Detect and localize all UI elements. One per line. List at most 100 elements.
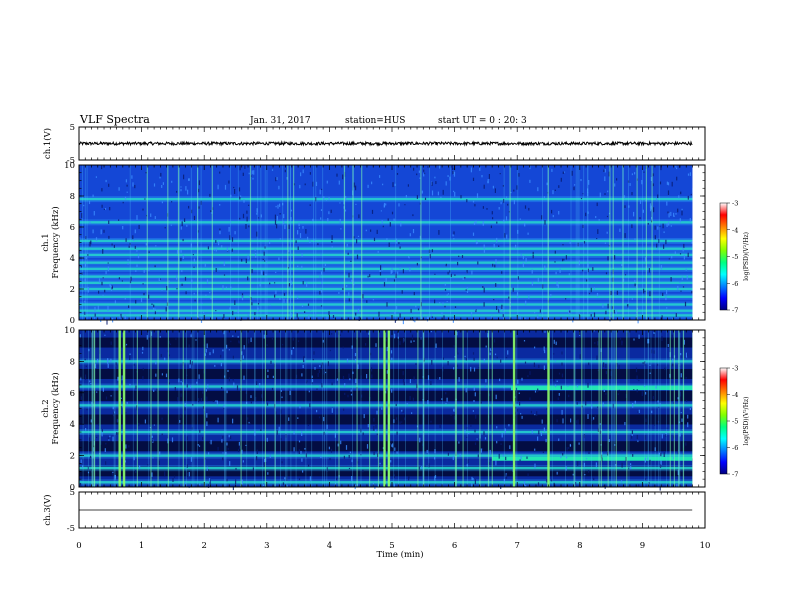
ch2-spectrogram-speckle xyxy=(367,424,369,428)
ch1-spectrogram-speckle xyxy=(103,208,105,211)
x-tick-label: 10 xyxy=(700,541,711,551)
ch1-spectrogram-speckle xyxy=(193,215,196,220)
ch2-spectrogram-speckle xyxy=(434,476,436,481)
ch2-spectrogram-speckle xyxy=(605,363,607,368)
ch1-spectrogram-speckle xyxy=(338,292,340,294)
ch1-spectrogram-band-0 xyxy=(79,314,693,317)
ch2-spectrogram-speckle xyxy=(653,333,655,337)
ch2-spectrogram-impulse xyxy=(598,330,600,487)
ch2-spectrogram-speckle xyxy=(498,453,500,459)
ch1-spectrogram-speckle xyxy=(682,286,685,288)
ch2-spectrogram-speckle xyxy=(521,377,523,381)
ch1-spectrogram-speckle xyxy=(519,315,521,321)
ch1-spectrogram-impulse xyxy=(628,165,629,320)
ch2-spectrogram-speckle xyxy=(196,381,198,384)
ch2-spectrogram-speckle xyxy=(365,343,367,346)
ch2-spectrogram-speckle xyxy=(561,351,563,355)
ch2-spectrogram-speckle xyxy=(334,433,336,438)
ch1-spectrogram-speckle xyxy=(257,302,260,305)
ch2-spectrogram-speckle xyxy=(90,383,92,385)
ch2-spectrogram-speckle xyxy=(371,367,373,372)
ch2-spectrogram-speckle xyxy=(314,367,316,370)
ch1-spectrogram-speckle xyxy=(184,218,186,222)
ch2-spectrogram-impulse xyxy=(678,330,680,487)
ch2-spectrogram-speckle xyxy=(658,406,660,409)
ch1-spectrogram-speckle xyxy=(379,269,381,273)
ch2-spectrogram-burst-0 xyxy=(118,330,121,487)
ch1-spectrogram-speckle xyxy=(524,317,526,319)
ch2-spectrogram-speckle xyxy=(125,343,128,346)
ch1-spectrogram-speckle xyxy=(130,276,132,281)
ch2-spectrogram-speckle xyxy=(115,366,117,370)
ch2-spectrogram-speckle xyxy=(612,403,614,409)
ch2-spectrogram-speckle xyxy=(180,393,182,397)
ch2-spectrogram-speckle xyxy=(426,449,428,453)
ch1-spectrogram-speckle xyxy=(278,185,280,190)
ch2-spectrogram-speckle xyxy=(220,354,222,358)
ch1-spectrogram-speckle xyxy=(534,312,536,314)
ch1-spectrogram-speckle xyxy=(159,176,161,179)
ch1-spectrogram-speckle xyxy=(119,315,121,319)
ch2-spectrogram-speckle xyxy=(615,464,617,467)
ch1-spectrogram-speckle xyxy=(94,313,96,317)
ch1-spectrogram-speckle xyxy=(503,219,505,223)
ch1-spectrogram-speckle xyxy=(557,284,559,289)
ch2-spectrogram-speckle xyxy=(98,423,100,426)
ch2-spectrogram-speckle xyxy=(80,376,82,381)
ch2-spectrogram-speckle xyxy=(348,455,350,459)
ch2-spectrogram-speckle xyxy=(120,393,122,397)
ch2-spectrogram-speckle xyxy=(439,424,441,428)
ch1-spectrogram-speckle xyxy=(503,198,505,203)
ch2-spectrogram-speckle xyxy=(342,375,345,380)
ch1-spectrogram-speckle xyxy=(382,225,384,228)
ch2-spectrogram-speckle xyxy=(583,462,585,467)
ch2-spectrogram-speckle xyxy=(350,389,352,392)
ch1-spectrogram-speckle xyxy=(508,296,510,299)
ch2-spectrogram-speckle xyxy=(452,455,454,461)
ch1-spectrogram-speckle xyxy=(348,272,350,278)
ch1-spectrogram-speckle xyxy=(439,302,441,304)
ch1-spectrogram-speckle xyxy=(109,283,111,287)
ch1-spectrogram-speckle xyxy=(558,185,560,188)
ch1-spectrogram-impulse xyxy=(266,165,268,320)
ch1-spectrogram-band-glow-8 xyxy=(79,259,693,266)
ch1-spectrogram-speckle xyxy=(642,209,644,213)
ch1-spectrogram-speckle xyxy=(656,197,658,201)
ch1-spectrogram-impulse xyxy=(651,165,653,320)
ch2-spectrogram-impulse xyxy=(150,330,152,487)
ch1-spectrogram-speckle xyxy=(389,315,391,318)
ch2-spectrogram-speckle xyxy=(649,459,651,465)
ch2-spectrogram-speckle xyxy=(403,381,405,386)
ch1-spectrogram-speckle xyxy=(488,174,490,179)
ch2-spectrogram-speckle xyxy=(556,419,558,423)
ch2-spectrogram-speckle xyxy=(105,442,107,445)
ch1-spectrogram-speckle xyxy=(82,248,84,250)
ch1-spectrogram-speckle xyxy=(483,184,485,189)
ch2-spectrogram-speckle xyxy=(631,435,633,439)
ch2-spectrogram-speckle xyxy=(208,452,210,455)
ch2-spectrogram-speckle xyxy=(457,352,459,355)
ch1-spectrogram-speckle xyxy=(85,257,87,260)
ch1-spectrogram-speckle xyxy=(370,229,372,232)
ch1-spectrogram-speckle xyxy=(679,281,681,283)
ch2-spectrogram-speckle xyxy=(337,443,339,447)
ch2-spectrogram-speckle xyxy=(217,446,219,451)
ch2-spectrogram-impulse xyxy=(551,330,553,487)
ch1-spectrogram-speckle xyxy=(670,277,672,282)
ch1-spectrogram-speckle xyxy=(498,245,500,247)
ch2-spectrogram-speckle xyxy=(644,385,646,388)
ch1-spectrogram-speckle xyxy=(644,257,646,262)
ch1-spectrogram-speckle xyxy=(675,313,677,317)
ch1-spectrogram-speckle xyxy=(680,191,682,195)
ch1-spectrogram-speckle xyxy=(417,308,420,311)
ch1-spectrogram-speckle xyxy=(247,254,249,260)
ch2-spectrogram-band-glow-6 xyxy=(79,358,693,365)
ch1-spectrogram-speckle xyxy=(105,179,107,183)
ch2-spectrogram-speckle xyxy=(402,410,404,414)
ch2-spectrogram-speckle xyxy=(422,443,424,447)
ch2-spectrogram-speckle xyxy=(159,336,161,338)
ch2-spectrogram-speckle xyxy=(237,448,240,453)
ch1-spectrogram-speckle xyxy=(568,309,570,313)
ch1-spectrogram-speckle xyxy=(466,270,468,274)
ch2-spectrogram-impulse xyxy=(455,330,457,487)
